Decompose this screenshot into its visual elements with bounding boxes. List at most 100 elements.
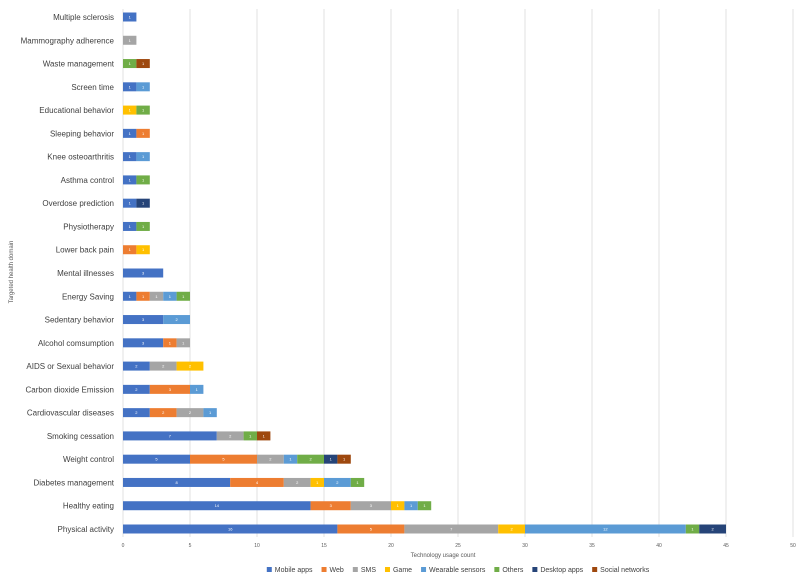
data-label: 2 bbox=[269, 457, 272, 462]
legend-swatch bbox=[266, 567, 272, 572]
data-label: 2 bbox=[510, 527, 513, 532]
data-label: 1 bbox=[343, 457, 346, 462]
bar-segment bbox=[123, 198, 137, 208]
data-label: 14 bbox=[215, 503, 220, 508]
category-labels: Multiple sclerosis Mammography adherence W… bbox=[21, 13, 115, 534]
bar-segment bbox=[123, 384, 150, 394]
category-label: Mental illnesses bbox=[57, 269, 114, 278]
legend-swatch bbox=[352, 567, 358, 572]
data-label: 1 bbox=[142, 84, 145, 89]
x-tick-label: 25 bbox=[455, 543, 461, 549]
x-tick-label: 35 bbox=[589, 543, 595, 549]
category-label: Overdose prediction bbox=[42, 199, 114, 208]
bar-segment bbox=[149, 384, 190, 394]
bar-segment bbox=[123, 291, 137, 301]
bar-segment bbox=[123, 175, 137, 185]
bar-segment bbox=[136, 175, 150, 185]
data-label: 2 bbox=[296, 480, 299, 485]
bar-segment bbox=[123, 12, 137, 22]
legend-swatch bbox=[494, 567, 500, 572]
data-label: 1 bbox=[129, 247, 132, 252]
category-label: Screen time bbox=[71, 83, 114, 92]
data-label: 1 bbox=[129, 84, 132, 89]
data-label: 2 bbox=[135, 364, 138, 369]
bar-segment bbox=[176, 338, 190, 348]
data-label: 2 bbox=[189, 364, 192, 369]
y-axis-title: Targeted health domain bbox=[9, 241, 15, 304]
category-label: Energy Saving bbox=[62, 292, 114, 301]
bar-segment bbox=[350, 501, 391, 511]
bar-segment bbox=[123, 245, 137, 255]
data-label: 3 bbox=[142, 317, 145, 322]
data-label: 1 bbox=[129, 224, 132, 229]
bar-segment bbox=[136, 221, 150, 231]
category-label: Diabetes management bbox=[34, 478, 115, 487]
bar-segment bbox=[123, 431, 217, 441]
data-label: 2 bbox=[162, 410, 165, 415]
legend-swatch bbox=[532, 567, 538, 572]
bar-segment bbox=[123, 338, 164, 348]
bar-segment bbox=[123, 454, 190, 464]
bar-segment bbox=[163, 315, 190, 325]
x-tick-label: 40 bbox=[656, 543, 662, 549]
data-label: 8 bbox=[175, 480, 178, 485]
x-tick-label: 30 bbox=[522, 543, 528, 549]
x-tick-labels: 0 5 10 15 20 25 30 35 40 45 50 bbox=[122, 543, 796, 549]
bar-segment bbox=[123, 524, 338, 534]
data-label: 1 bbox=[182, 340, 185, 345]
x-axis-title: Technology usage count bbox=[411, 553, 476, 559]
data-label: 1 bbox=[209, 410, 212, 415]
data-label: 1 bbox=[142, 294, 145, 299]
data-label: 16 bbox=[228, 527, 233, 532]
data-label: 2 bbox=[162, 364, 165, 369]
data-label: 1 bbox=[129, 154, 132, 159]
data-label: 1 bbox=[169, 294, 172, 299]
data-label: 2 bbox=[229, 433, 232, 438]
category-label: Alcohol comsumption bbox=[38, 339, 114, 348]
category-label: Cardiovascular diseases bbox=[27, 409, 114, 418]
data-label: 1 bbox=[263, 433, 266, 438]
bar-segment bbox=[136, 291, 150, 301]
data-label: 3 bbox=[330, 503, 333, 508]
bar-segment bbox=[123, 35, 137, 45]
data-label: 1 bbox=[356, 480, 359, 485]
data-label: 1 bbox=[129, 15, 132, 20]
data-label: 2 bbox=[135, 387, 138, 392]
bar-segment bbox=[297, 454, 324, 464]
bar-segment bbox=[123, 408, 150, 418]
bar-segment bbox=[136, 128, 150, 138]
bar-segment bbox=[123, 501, 311, 511]
legend-swatch bbox=[421, 567, 427, 572]
bar-segment bbox=[163, 338, 177, 348]
bar-segment bbox=[136, 105, 150, 115]
bar-segment bbox=[123, 268, 164, 278]
category-label: Waste management bbox=[43, 60, 115, 69]
bar-segment bbox=[230, 477, 284, 487]
data-label: 1 bbox=[129, 201, 132, 206]
data-label: 1 bbox=[142, 131, 145, 136]
data-label: 1 bbox=[129, 108, 132, 113]
bar-segment bbox=[685, 524, 700, 534]
bars: 111 11 11 11 11 11 11 11 11 131 1 1 1 13 23 1 12 2 22 3 12 2 2… bbox=[123, 12, 726, 534]
data-label: 1 bbox=[155, 294, 158, 299]
bar-segment bbox=[176, 408, 204, 418]
data-label: 7 bbox=[450, 527, 453, 532]
data-label: 1 bbox=[142, 201, 145, 206]
data-label: 1 bbox=[691, 527, 694, 532]
category-label: Sedentary behavior bbox=[45, 316, 115, 325]
bar-segment bbox=[310, 477, 324, 487]
category-label: Healthy eating bbox=[63, 502, 114, 511]
data-label: 3 bbox=[169, 387, 172, 392]
bar-segment bbox=[324, 454, 338, 464]
legend: Mobile apps Web SMS Game Wearable sensors Oth… bbox=[266, 567, 650, 574]
data-label: 3 bbox=[370, 503, 373, 508]
legend-entry: SMS bbox=[361, 567, 377, 574]
bar-segment bbox=[123, 105, 137, 115]
data-label: 1 bbox=[129, 294, 132, 299]
data-label: 1 bbox=[423, 503, 426, 508]
data-label: 1 bbox=[249, 433, 252, 438]
category-label: Mammography adherence bbox=[21, 36, 115, 45]
x-tick-label: 15 bbox=[321, 543, 327, 549]
data-label: 1 bbox=[196, 387, 199, 392]
